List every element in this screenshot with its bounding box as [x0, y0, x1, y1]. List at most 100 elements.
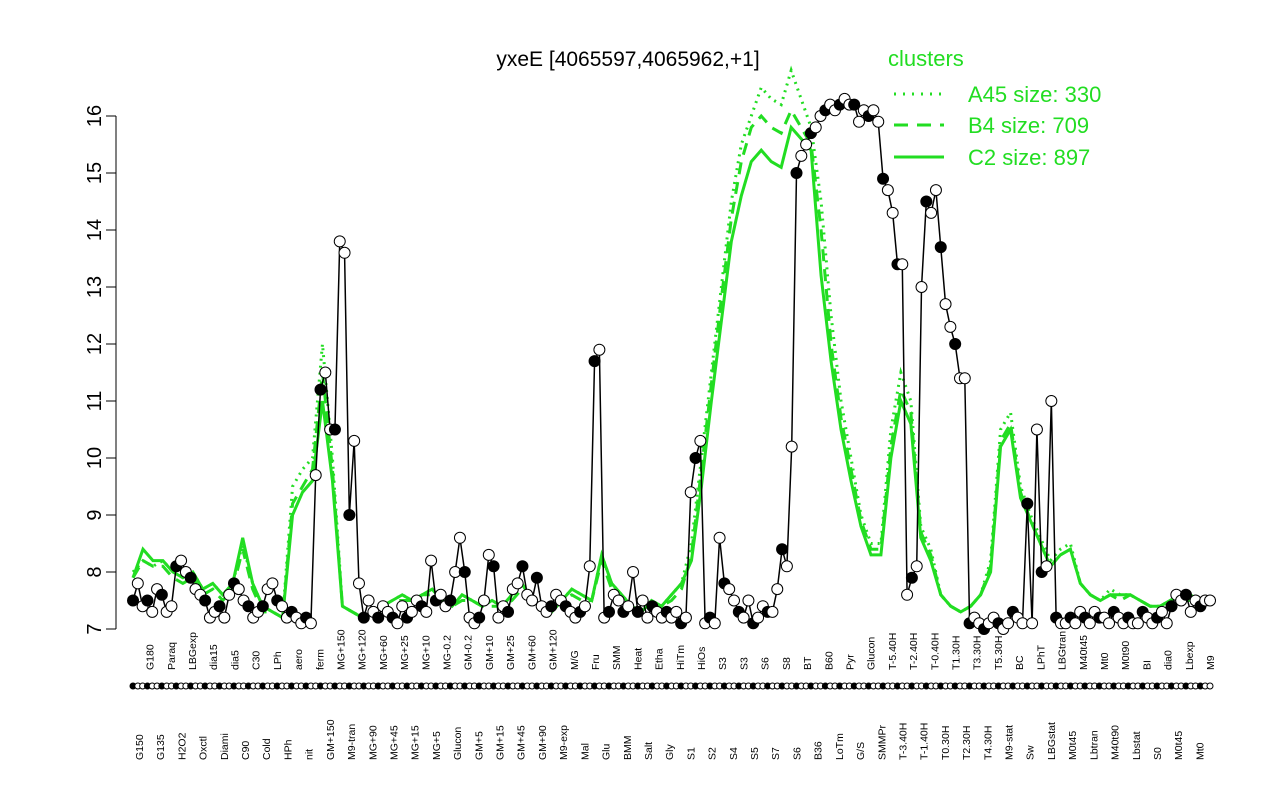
data-point — [872, 115, 885, 128]
data-point — [1165, 600, 1178, 613]
data-line — [132, 97, 1210, 631]
x-tick-label: GM-0.2 — [463, 635, 475, 670]
data-point — [1155, 605, 1168, 618]
x-rug-markers — [129, 682, 1214, 690]
data-point — [867, 104, 880, 117]
data-point — [925, 206, 938, 219]
x-tick-label: ferm — [314, 649, 326, 670]
cluster-lines — [131, 65, 1210, 621]
x-tick-label: M9-stat — [1004, 725, 1016, 760]
data-point — [694, 434, 707, 447]
data-point — [146, 605, 159, 618]
x-tick-label: S6 — [760, 657, 772, 670]
data-point — [232, 583, 245, 596]
y-axis: 7 8 9 10 11 12 13 14 15 16 — [84, 105, 117, 635]
chart-title: yxeE [4065597,4065962,+1] — [496, 48, 759, 71]
expression-line — [132, 97, 1210, 631]
data-point — [766, 605, 779, 618]
x-tick-label: T3.30H — [972, 636, 984, 670]
data-point — [631, 605, 644, 618]
data-point — [256, 600, 269, 613]
y-tick-label: 7 — [84, 623, 106, 634]
x-tick-label: GM+45 — [516, 725, 528, 760]
y-tick-label: 9 — [84, 509, 106, 520]
x-tick-label: Etha — [654, 648, 666, 670]
x-tick-label: dia15 — [208, 644, 220, 670]
data-point — [853, 115, 866, 128]
x-tick-label: LBGexp — [187, 632, 199, 670]
data-point — [545, 600, 558, 613]
data-point — [636, 594, 649, 607]
data-point — [309, 469, 322, 482]
x-tick-label: LBGstat — [1046, 722, 1058, 760]
x-tick-label: M9 — [1205, 655, 1217, 670]
data-point — [588, 355, 601, 368]
y-tick-label: 15 — [84, 162, 106, 184]
data-point — [1026, 617, 1039, 630]
y-tick-label: 13 — [84, 276, 106, 298]
x-tick-label: T-1.40H — [919, 723, 931, 760]
data-point — [396, 600, 409, 613]
x-tick-label: H2O2 — [176, 732, 188, 760]
data-point — [612, 594, 625, 607]
data-point — [790, 167, 803, 179]
data-point — [1184, 605, 1197, 618]
x-tick-label: Glucon — [866, 637, 878, 670]
x-tick-label: MG+60 — [378, 635, 390, 670]
data-point — [1179, 588, 1192, 601]
data-point — [213, 600, 226, 613]
data-point — [670, 605, 683, 618]
x-tick-label: G150 — [134, 734, 146, 760]
data-point — [809, 121, 822, 134]
data-point — [929, 184, 942, 197]
data-point — [242, 600, 255, 613]
cluster-line-b4 — [131, 106, 1210, 621]
x-tick-label: G135 — [155, 734, 167, 760]
data-point — [199, 594, 212, 607]
data-point — [776, 543, 789, 556]
data-point — [1204, 594, 1216, 607]
x-tick-label: T-0.40H — [929, 633, 941, 670]
data-point — [319, 366, 332, 379]
data-point — [304, 617, 317, 630]
data-point — [1160, 617, 1173, 630]
x-tick-label: M40t45 — [1078, 635, 1090, 670]
data-point — [492, 611, 505, 624]
x-tick-label: S6 — [791, 747, 803, 760]
data-point — [1030, 423, 1043, 436]
x-tick-label: dia5 — [229, 650, 241, 670]
data-point — [910, 560, 923, 573]
x-tick-label: GM+10 — [484, 635, 496, 670]
legend-label-a45: A45 size: 330 — [968, 82, 1101, 107]
x-tick-label: M0t90 — [1120, 641, 1132, 670]
x-tick-label: S5 — [749, 747, 761, 760]
x-tick-label: MG-0.2 — [442, 635, 454, 670]
data-point — [526, 594, 539, 607]
y-tick-label: 11 — [84, 391, 106, 412]
data-point — [679, 611, 692, 624]
rug-marker — [1206, 682, 1214, 690]
x-tick-label: Fru — [590, 654, 602, 670]
data-point — [175, 554, 188, 567]
x-tick-label: Heat — [632, 648, 644, 670]
x-tick-label: BT — [802, 656, 814, 670]
data-point — [583, 560, 596, 573]
data-point — [372, 611, 385, 624]
data-point — [795, 149, 808, 162]
y-ticks: 7 8 9 10 11 12 13 14 15 16 — [84, 105, 116, 635]
data-point — [737, 611, 750, 624]
data-point — [958, 372, 971, 385]
data-point — [728, 594, 741, 607]
x-tick-label: M0t45 — [1173, 731, 1185, 760]
x-tick-label: Mt0 — [1194, 742, 1206, 760]
data-point — [1045, 395, 1058, 407]
data-point — [641, 611, 654, 624]
data-point — [405, 605, 418, 618]
data-point — [780, 560, 793, 573]
data-point — [1069, 617, 1082, 630]
x-tick-label: GM+25 — [505, 635, 517, 670]
legend-label-b4: B4 size: 709 — [968, 113, 1089, 138]
y-tick-label: 8 — [84, 566, 106, 577]
data-point — [444, 594, 457, 607]
x-tick-label: S1 — [685, 747, 697, 760]
